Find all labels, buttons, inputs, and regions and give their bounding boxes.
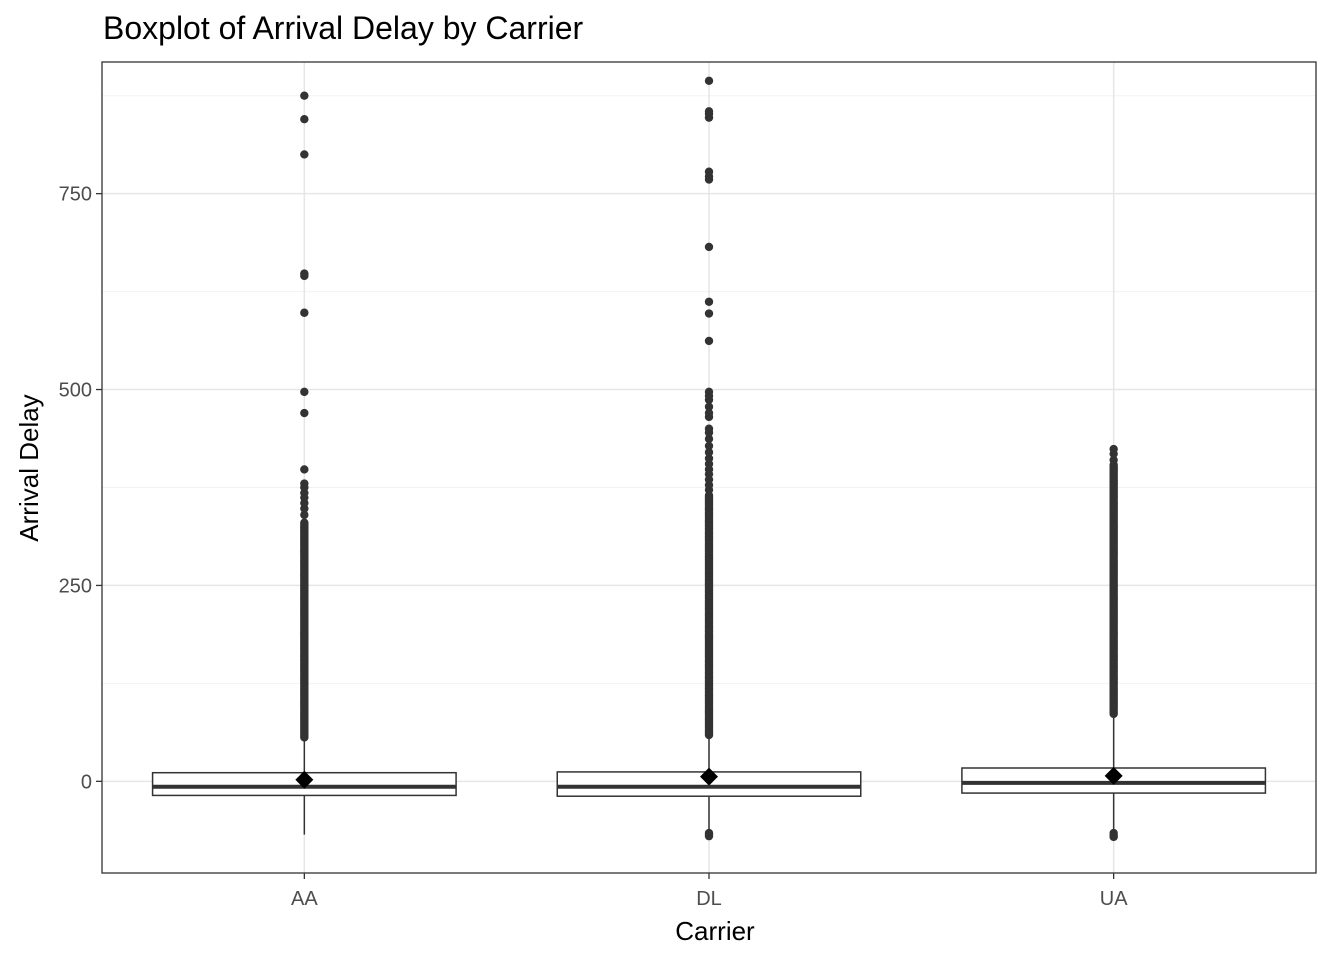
- mean-marker: [295, 770, 314, 789]
- outlier-point: [704, 402, 714, 411]
- outlier-point: [300, 91, 309, 100]
- outlier-point: [704, 441, 714, 451]
- mean-marker: [700, 767, 718, 786]
- y-tick-label: 0: [81, 771, 92, 793]
- outlier-point: [1109, 832, 1118, 842]
- outlier-point: [300, 465, 309, 474]
- outlier-point: [704, 336, 714, 346]
- box-layer: [151, 76, 1267, 842]
- y-tick-label: 500: [59, 380, 92, 402]
- outlier-point: [704, 448, 714, 457]
- outlier-point: [704, 297, 714, 306]
- outlier-point: [300, 479, 309, 488]
- x-tick-label: AA: [291, 888, 318, 910]
- outlier-point: [704, 309, 714, 318]
- outlier-point: [704, 434, 714, 444]
- outlier-point: [300, 115, 309, 124]
- outlier-point: [300, 510, 309, 520]
- y-tick-label: 750: [59, 184, 92, 206]
- outlier-point: [704, 831, 714, 841]
- outlier-point: [300, 269, 309, 278]
- outlier-point: [704, 167, 714, 176]
- outlier-point: [300, 308, 309, 317]
- outlier-point: [704, 454, 714, 463]
- outlier-point: [300, 387, 309, 397]
- x-tick-label: UA: [1100, 888, 1128, 910]
- chart-title: Boxplot of Arrival Delay by Carrier: [103, 10, 584, 46]
- box-group-aa: [151, 91, 457, 835]
- y-axis-title: Arrival Delay: [14, 394, 44, 541]
- outlier-point: [1109, 444, 1118, 454]
- box-group-dl: [556, 76, 862, 841]
- outlier-point: [704, 107, 714, 116]
- outlier-point: [704, 76, 714, 86]
- axis-layer: 0 250 500 750 AA DL UA: [59, 184, 1129, 910]
- box-group-ua: [961, 444, 1267, 842]
- x-axis-title: Carrier: [675, 916, 755, 946]
- outlier-point: [300, 408, 309, 418]
- mean-marker: [1104, 766, 1123, 785]
- outlier-point: [704, 387, 714, 397]
- outlier-point: [300, 150, 309, 159]
- outlier-point: [704, 408, 714, 418]
- x-tick-label: DL: [696, 888, 722, 910]
- y-tick-label: 250: [59, 575, 92, 597]
- outlier-point: [1109, 455, 1118, 465]
- outlier-point: [300, 518, 309, 527]
- outlier-point: [704, 242, 714, 252]
- outlier-point: [704, 424, 714, 433]
